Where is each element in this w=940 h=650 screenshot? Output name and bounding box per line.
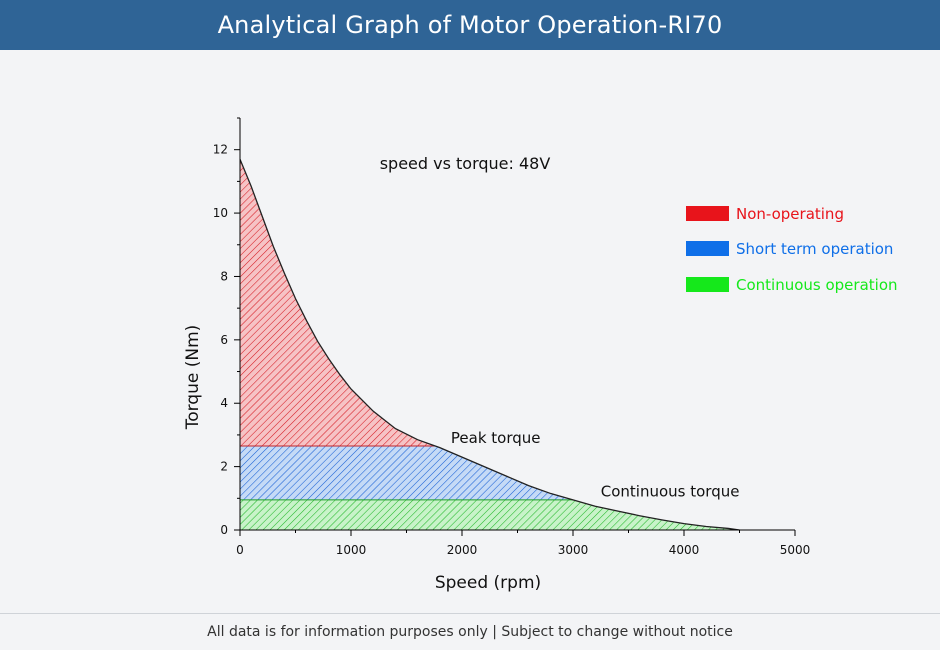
chart-area: 0 1000 2000 3000 4000 5000 0 2 4 6 8 10 12 speed vs… bbox=[0, 50, 940, 614]
legend-swatch-non-operating bbox=[686, 206, 729, 221]
legend: Non-operating Short term operation Conti… bbox=[686, 205, 898, 294]
header-bar: Analytical Graph of Motor Operation-RI70 bbox=[0, 0, 940, 50]
legend-label-short-term: Short term operation bbox=[736, 240, 893, 258]
non-operating-region bbox=[240, 159, 436, 447]
torque-curve-line bbox=[239, 158, 740, 531]
y-tick-label: 0 bbox=[220, 523, 228, 537]
peak-torque-annotation: Peak torque bbox=[451, 429, 541, 447]
legend-label-continuous: Continuous operation bbox=[736, 276, 898, 294]
y-tick-label: 4 bbox=[220, 396, 228, 410]
y-tick-label: 10 bbox=[213, 206, 228, 220]
y-tick-label: 6 bbox=[220, 333, 228, 347]
x-ticks: 0 1000 2000 3000 4000 5000 bbox=[236, 530, 810, 557]
footer-divider bbox=[0, 613, 940, 614]
axes: 0 1000 2000 3000 4000 5000 0 2 4 6 8 10 12 bbox=[213, 117, 810, 557]
x-tick-label: 4000 bbox=[669, 543, 700, 557]
x-tick-label: 2000 bbox=[447, 543, 478, 557]
x-tick-label: 0 bbox=[236, 543, 244, 557]
continuous-torque-annotation: Continuous torque bbox=[601, 483, 740, 501]
x-tick-label: 5000 bbox=[780, 543, 811, 557]
legend-swatch-continuous bbox=[686, 277, 729, 292]
y-axis-label: Torque (Nm) bbox=[183, 325, 203, 431]
chart-title: speed vs torque: 48V bbox=[380, 154, 551, 173]
y-tick-label: 8 bbox=[220, 269, 228, 283]
continuous-region bbox=[240, 499, 740, 530]
operating-regions bbox=[239, 158, 740, 531]
x-tick-label: 1000 bbox=[336, 543, 367, 557]
y-tick-label: 2 bbox=[220, 460, 228, 474]
x-tick-label: 3000 bbox=[558, 543, 589, 557]
legend-label-non-operating: Non-operating bbox=[736, 205, 844, 223]
short-term-region bbox=[240, 446, 573, 500]
footer: All data is for information purposes onl… bbox=[0, 614, 940, 650]
x-axis-label: Speed (rpm) bbox=[435, 573, 541, 593]
y-ticks: 0 2 4 6 8 10 12 bbox=[213, 117, 240, 537]
y-tick-label: 12 bbox=[213, 143, 228, 157]
legend-swatch-short-term bbox=[686, 241, 729, 256]
footer-notice: All data is for information purposes onl… bbox=[207, 624, 733, 640]
speed-torque-chart: 0 1000 2000 3000 4000 5000 0 2 4 6 8 10 12 speed vs… bbox=[183, 117, 898, 593]
page-title: Analytical Graph of Motor Operation-RI70 bbox=[217, 11, 723, 39]
